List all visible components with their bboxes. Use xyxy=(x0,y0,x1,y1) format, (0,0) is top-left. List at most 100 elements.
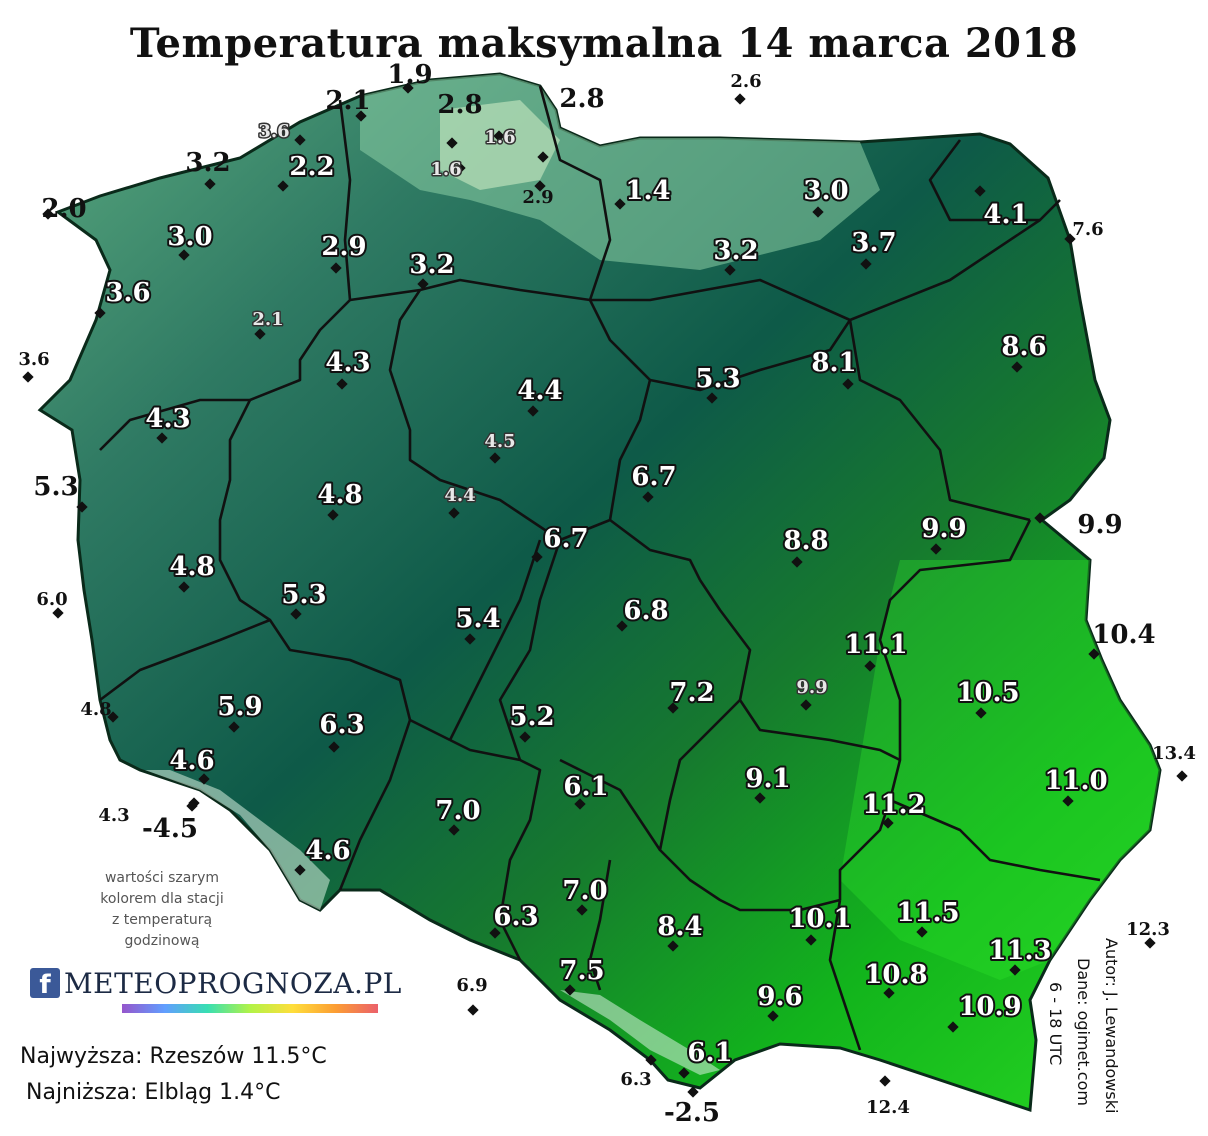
station-marker xyxy=(527,405,539,417)
station-temperature-label: 3.7 xyxy=(851,228,896,258)
station-temperature-label: 8.6 xyxy=(1001,332,1046,362)
station-marker xyxy=(42,208,54,220)
station-marker xyxy=(1011,361,1023,373)
station-temperature-label: -2.5 xyxy=(664,1098,720,1128)
station-temperature-label: 9.9 xyxy=(796,677,827,698)
station-marker xyxy=(454,162,466,174)
logo-color-bar xyxy=(122,1004,378,1013)
note-line: godzinową xyxy=(124,933,200,949)
highest-temperature: Najwyższa: Rzeszów 11.5°C xyxy=(20,1044,327,1069)
station-marker xyxy=(734,93,746,105)
station-marker xyxy=(616,620,628,632)
station-temperature-label: 1.4 xyxy=(625,176,670,206)
station-marker xyxy=(974,185,986,197)
station-marker xyxy=(204,178,216,190)
station-marker xyxy=(614,198,626,210)
note-line: z temperaturą xyxy=(111,912,213,928)
warm-zone xyxy=(840,560,1160,980)
station-marker xyxy=(1176,770,1188,782)
station-marker xyxy=(531,551,543,563)
station-temperature-label: 5.3 xyxy=(281,580,326,610)
station-temperature-label: 7.6 xyxy=(1072,219,1103,240)
station-marker xyxy=(975,707,987,719)
station-marker xyxy=(448,824,460,836)
lowest-temperature: Najniższa: Elbląg 1.4°C xyxy=(26,1080,281,1105)
station-temperature-label: 3.6 xyxy=(105,278,150,308)
station-temperature-label: 2.8 xyxy=(559,84,604,114)
station-temperature-label: 13.4 xyxy=(1152,743,1196,764)
station-temperature-label: 2.2 xyxy=(289,152,334,182)
station-temperature-label: 11.0 xyxy=(1044,766,1107,796)
station-marker xyxy=(198,773,210,785)
station-temperature-label: 4.5 xyxy=(484,431,515,452)
station-marker xyxy=(178,249,190,261)
station-temperature-label: 12.4 xyxy=(866,1097,910,1118)
station-temperature-label: 9.1 xyxy=(745,764,790,794)
station-marker xyxy=(576,904,588,916)
station-marker xyxy=(336,378,348,390)
station-marker xyxy=(1144,937,1156,949)
station-marker xyxy=(800,699,812,711)
station-marker xyxy=(1062,795,1074,807)
station-marker xyxy=(805,934,817,946)
station-temperature-label: 4.8 xyxy=(80,699,111,720)
station-temperature-label: 11.1 xyxy=(844,630,907,660)
station-marker xyxy=(645,1054,657,1066)
station-marker xyxy=(254,328,266,340)
station-marker xyxy=(290,608,302,620)
station-temperature-label: 4.3 xyxy=(145,404,190,434)
facebook-icon[interactable]: f xyxy=(30,968,60,998)
station-temperature-label: 10.5 xyxy=(956,678,1019,708)
station-temperature-label: 10.9 xyxy=(958,992,1021,1022)
station-temperature-label: 9.9 xyxy=(921,514,966,544)
station-temperature-label: 7.0 xyxy=(562,876,607,906)
station-temperature-label: 5.3 xyxy=(33,472,78,502)
station-temperature-label: 8.8 xyxy=(783,526,828,556)
station-temperature-label: 6.7 xyxy=(631,462,676,492)
station-marker xyxy=(678,1067,690,1079)
station-temperature-label: 4.6 xyxy=(305,836,350,866)
station-temperature-label: 3.6 xyxy=(18,349,49,370)
station-marker xyxy=(706,392,718,404)
station-marker xyxy=(489,452,501,464)
station-temperature-label: 11.3 xyxy=(988,936,1051,966)
station-marker xyxy=(791,556,803,568)
station-marker xyxy=(493,130,505,142)
gray-values-note: wartości szarym kolorem dla stacji z tem… xyxy=(82,868,242,952)
station-marker xyxy=(294,134,306,146)
station-marker xyxy=(294,864,306,876)
voivodeship-borders xyxy=(99,85,1101,1051)
logo-text: METEOPROGNOZA.PL xyxy=(64,967,402,1000)
station-temperature-label: 6.1 xyxy=(563,772,608,802)
station-temperature-label: 3.6 xyxy=(258,121,289,142)
station-marker xyxy=(1009,964,1021,976)
station-temperature-label: 2.6 xyxy=(730,71,761,92)
station-marker xyxy=(178,581,190,593)
station-temperature-label: 6.8 xyxy=(623,596,668,626)
station-temperature-label: 1.9 xyxy=(387,60,432,90)
station-temperature-label: 3.0 xyxy=(167,222,212,252)
station-temperature-label: 5.3 xyxy=(695,364,740,394)
station-temperature-label: 2.9 xyxy=(522,187,553,208)
station-temperature-label: 4.4 xyxy=(444,485,475,506)
station-marker xyxy=(724,264,736,276)
station-temperature-label: 5.9 xyxy=(217,692,262,722)
station-marker xyxy=(52,607,64,619)
station-marker xyxy=(1088,648,1100,660)
station-temperature-label: 10.1 xyxy=(788,904,851,934)
station-temperature-label: 3.0 xyxy=(803,176,848,206)
station-marker xyxy=(642,491,654,503)
station-marker xyxy=(22,371,34,383)
station-temperature-label: 6.3 xyxy=(493,902,538,932)
data-source-credit: Dane: ogimet.com xyxy=(1074,958,1093,1106)
station-marker xyxy=(930,543,942,555)
station-marker xyxy=(864,660,876,672)
station-marker xyxy=(947,1021,959,1033)
station-temperature-label: 4.3 xyxy=(325,348,370,378)
station-temperature-label: 6.1 xyxy=(687,1038,732,1068)
station-marker xyxy=(667,940,679,952)
station-temperature-label: -4.5 xyxy=(142,814,198,844)
station-temperature-label: 6.3 xyxy=(620,1069,651,1090)
station-marker xyxy=(417,278,429,290)
